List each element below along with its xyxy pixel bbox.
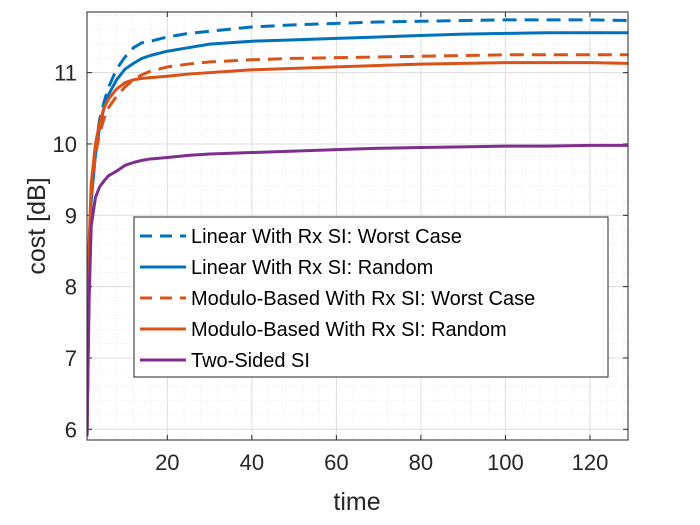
- x-axis-label: time: [333, 488, 380, 516]
- x-tick-labels: 20 40 60 80 100 120: [155, 450, 608, 475]
- y-tick-label: 7: [65, 346, 77, 371]
- y-tick-label: 8: [65, 275, 77, 300]
- y-tick-label: 10: [53, 132, 77, 157]
- legend-label-2: Linear With Rx SI: Random: [191, 257, 433, 279]
- legend-label-4: Modulo-Based With Rx SI: Random: [191, 319, 507, 341]
- y-axis-label: cost [dB]: [23, 177, 51, 274]
- series-line-5: [87, 143, 628, 437]
- series-layer: [87, 18, 628, 437]
- x-tick-label: 40: [240, 450, 264, 475]
- y-tick-label: 6: [65, 417, 77, 442]
- legend-label-5: Two-Sided SI: [191, 350, 310, 372]
- plot-frame: [86, 11, 629, 441]
- legend-label-3: Modulo-Based With Rx SI: Worst Case: [191, 288, 535, 310]
- legend-entries: Linear With Rx SI: Worst Case Linear With…: [140, 226, 535, 372]
- y-tick-label: 9: [65, 203, 77, 228]
- x-tick-label: 120: [572, 450, 609, 475]
- series-line-4: [87, 61, 628, 437]
- series-line-3: [87, 53, 628, 437]
- y-tick-label: 11: [54, 61, 77, 86]
- legend-label-1: Linear With Rx SI: Worst Case: [191, 226, 462, 248]
- legend-box: [133, 216, 609, 378]
- x-tick-label: 20: [155, 450, 179, 475]
- y-tick-labels: 6 7 8 9 10 11: [53, 61, 77, 443]
- legend[interactable]: Linear With Rx SI: Worst Case Linear With…: [133, 216, 609, 378]
- x-tick-label: 60: [324, 450, 348, 475]
- x-tick-label: 100: [487, 450, 524, 475]
- x-tick-label: 80: [409, 450, 433, 475]
